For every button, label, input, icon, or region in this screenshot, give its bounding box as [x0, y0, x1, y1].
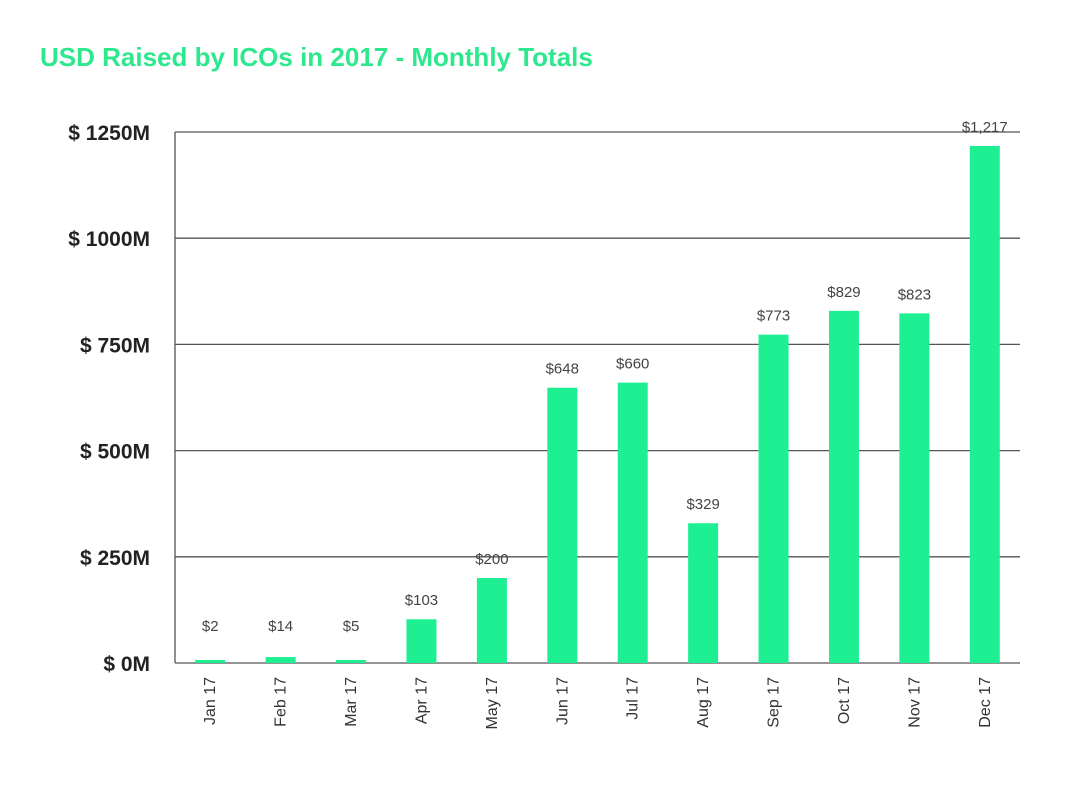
- data-label: $823: [898, 286, 931, 303]
- x-tick-label: Feb 17: [273, 677, 290, 727]
- bar-jun-17: [547, 387, 578, 663]
- data-label: $14: [268, 618, 293, 635]
- x-tick-label: Sep 17: [766, 677, 783, 728]
- bar-nov-17: [899, 313, 930, 663]
- data-labels: $2 $14 $5 $103 $200 $648 $660 $329 $773 $829 $823 $…: [202, 119, 1008, 635]
- data-label: $103: [405, 592, 438, 609]
- y-tick-label: $ 1000M: [68, 228, 150, 251]
- bar-jan-17: [195, 660, 226, 663]
- y-tick-label: $ 1250M: [68, 122, 150, 145]
- data-label: $5: [343, 618, 360, 635]
- bar-dec-17: [969, 146, 1000, 663]
- y-tick-label: $ 250M: [80, 547, 150, 570]
- x-tick-label: Dec 17: [977, 677, 994, 728]
- y-tick-label: $ 750M: [80, 334, 150, 357]
- bar-sep-17: [758, 334, 789, 663]
- x-axis-ticks: Jan 17 Feb 17 Mar 17 Apr 17 May 17 Jun 17 Jul …: [202, 677, 994, 730]
- data-label: $2: [202, 618, 219, 635]
- bar-apr-17: [406, 619, 437, 663]
- x-tick-label: Apr 17: [413, 677, 430, 724]
- data-label: $329: [686, 496, 719, 513]
- data-label: $660: [616, 356, 649, 373]
- x-tick-label: Jul 17: [625, 677, 642, 720]
- y-tick-label: $ 0M: [103, 653, 150, 676]
- x-tick-label: Jan 17: [202, 677, 219, 725]
- x-tick-label: Mar 17: [343, 677, 360, 727]
- bar-jul-17: [617, 382, 648, 663]
- data-label: $1,217: [962, 119, 1008, 136]
- bar-oct-17: [828, 310, 859, 663]
- data-label: $648: [546, 361, 579, 378]
- bar-aug-17: [688, 523, 719, 663]
- x-tick-label: Aug 17: [695, 677, 712, 728]
- y-axis-ticks: $ 0M $ 250M $ 500M $ 750M $ 1000M $ 1250M: [68, 122, 150, 676]
- bar-may-17: [476, 578, 507, 663]
- data-label: $773: [757, 308, 790, 325]
- x-tick-label: Oct 17: [836, 677, 853, 724]
- y-tick-label: $ 500M: [80, 441, 150, 464]
- bar-mar-17: [336, 660, 367, 663]
- grid-lines: [175, 131, 1020, 664]
- bars: [195, 146, 1000, 663]
- data-label: $200: [475, 551, 508, 568]
- bar-feb-17: [265, 657, 296, 663]
- chart-title: USD Raised by ICOs in 2017 - Monthly Tot…: [40, 42, 593, 72]
- x-tick-label: Jun 17: [554, 677, 571, 725]
- data-label: $829: [827, 284, 860, 301]
- x-tick-label: Nov 17: [906, 677, 923, 728]
- x-tick-label: May 17: [484, 677, 501, 730]
